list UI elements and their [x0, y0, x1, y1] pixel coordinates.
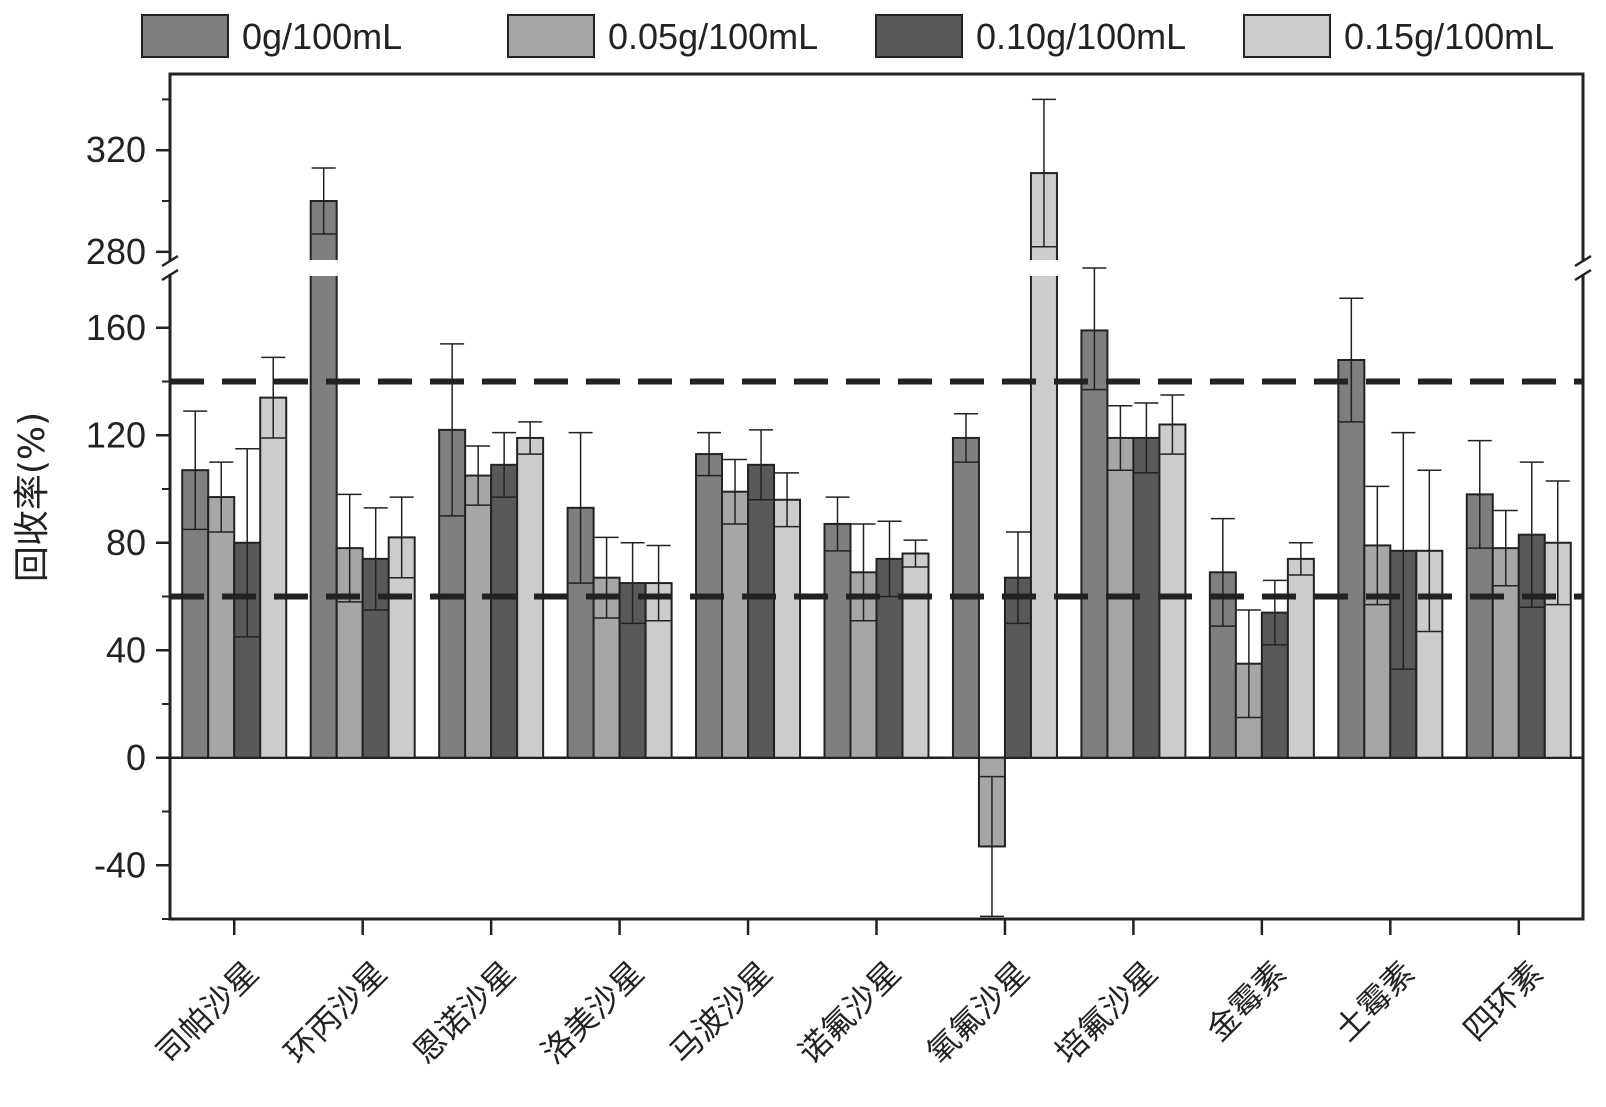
legend-swatch	[141, 14, 229, 58]
bar	[773, 498, 802, 759]
y-tick-label: 160	[86, 307, 146, 348]
y-tick-label: 80	[106, 522, 146, 563]
y-tick-label: 120	[86, 414, 146, 455]
x-tick-label: 司帕沙星	[148, 954, 265, 1071]
plot-frame	[168, 72, 1585, 921]
legend-label: 0.05g/100mL	[608, 16, 818, 57]
axis-break-mark	[161, 268, 179, 282]
bar	[464, 474, 493, 759]
bar-break-gap	[1029, 260, 1058, 276]
bar	[695, 453, 724, 759]
x-tick-label: 洛美沙星	[534, 954, 651, 1071]
x-tick-label: 恩诺沙星	[405, 954, 522, 1071]
bar	[1029, 273, 1058, 759]
bar-break-gap	[309, 260, 338, 276]
legend-swatch	[875, 14, 963, 58]
x-tick-label: 诺氟沙星	[791, 954, 908, 1071]
bar	[259, 396, 288, 759]
y-tick-label: 40	[106, 629, 146, 670]
x-tick-label: 金霉素	[1199, 954, 1294, 1049]
legend-swatch	[1243, 14, 1331, 58]
x-tick-label: 培氟沙星	[1048, 954, 1165, 1071]
legend-label: 0g/100mL	[242, 16, 402, 57]
axis-break-gap-right	[1577, 262, 1589, 274]
y-tick-label: 0	[126, 737, 146, 778]
bar	[1080, 329, 1109, 759]
x-tick-label: 土霉素	[1327, 954, 1422, 1049]
bar	[901, 552, 930, 759]
axis-break-mark	[1574, 254, 1592, 268]
bar	[1158, 423, 1187, 759]
y-tick-label: 280	[86, 231, 146, 272]
y-tick-label: -40	[94, 844, 146, 885]
x-tick-label: 四环素	[1456, 954, 1551, 1049]
bar	[207, 496, 236, 759]
legend-swatch	[507, 14, 595, 58]
x-tick-label: 氧氟沙星	[919, 954, 1036, 1071]
bar	[490, 463, 519, 759]
legend-label: 0.15g/100mL	[1344, 16, 1554, 57]
bar	[1286, 557, 1315, 759]
bar	[721, 490, 750, 759]
axis-break-mark	[1574, 268, 1592, 282]
axis-break-gap-left	[164, 262, 176, 274]
x-tick-label: 马波沙星	[662, 954, 779, 1071]
legend-label: 0.10g/100mL	[976, 16, 1186, 57]
bar	[823, 522, 852, 759]
x-tick-label: 环丙沙星	[277, 954, 394, 1071]
bar	[309, 273, 338, 759]
y-tick-label: 320	[86, 129, 146, 170]
y-axis-title: 回收率(%)	[12, 412, 53, 582]
bar	[387, 536, 416, 759]
axis-break-mark	[161, 254, 179, 268]
bar	[747, 463, 776, 759]
